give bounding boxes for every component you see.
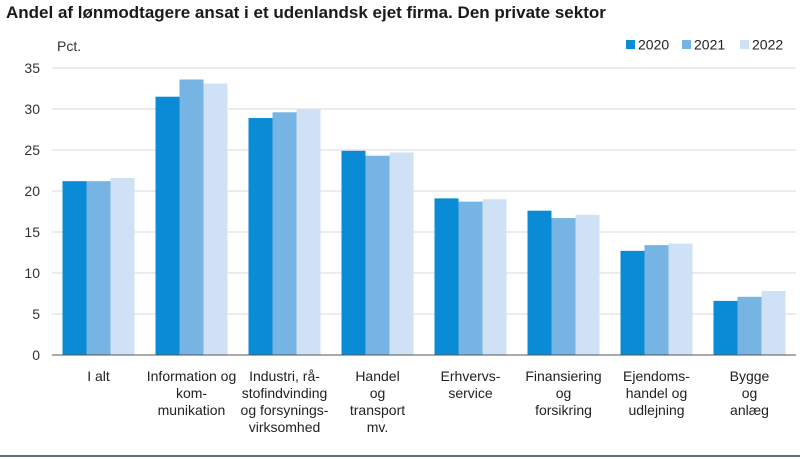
bar-2021 [365, 155, 390, 355]
y-axis-label: Pct. [57, 38, 81, 54]
y-tick-label: 0 [32, 347, 40, 363]
category-label: I alt [87, 368, 110, 384]
bar-2021 [272, 112, 297, 355]
bar-2021 [86, 181, 111, 355]
bar-2021 [458, 201, 483, 355]
bar-2022 [296, 109, 321, 355]
bar-2022 [389, 152, 414, 355]
chart-title: Andel af lønmodtagere ansat i et udenlan… [6, 3, 606, 22]
category-label: Industri, rå-stofindvinding og forsynings… [241, 368, 329, 435]
bar-2022 [203, 83, 228, 355]
legend-label-2022: 2022 [752, 37, 783, 53]
bottom-rule [0, 455, 800, 457]
y-tick-label: 15 [24, 224, 40, 240]
bar-2022 [482, 199, 507, 355]
y-tick-label: 30 [24, 101, 40, 117]
legend-swatch-2021 [682, 40, 691, 49]
y-tick-label: 10 [24, 265, 40, 281]
bar-2020 [713, 300, 738, 355]
y-tick-label: 35 [24, 60, 40, 76]
bar-2022 [668, 243, 693, 355]
legend: 2020 2021 2022 [626, 37, 783, 53]
y-tick-label: 20 [24, 183, 40, 199]
bar-2020 [341, 150, 366, 355]
category-label: Ejendoms-handel og udlejning [623, 368, 690, 418]
category-label: Finansiering og forsikring [525, 368, 601, 418]
category-labels: I alt Information og kom-munikationIndustr… [87, 368, 769, 435]
bar-2022 [575, 214, 600, 355]
y-tick-label: 5 [32, 306, 40, 322]
bar-2021 [551, 218, 576, 355]
legend-label-2021: 2021 [694, 37, 725, 53]
bar-2021 [737, 296, 762, 355]
category-label: Bygge og anlæg [730, 368, 770, 418]
bar-2021 [179, 79, 204, 355]
bar-2020 [248, 118, 273, 356]
y-tick-label: 25 [24, 142, 40, 158]
bar-2020 [620, 250, 645, 355]
legend-label-2020: 2020 [638, 37, 669, 53]
y-axis-ticks: 0 5 10 15 20 25 30 35 [24, 60, 40, 363]
category-label: Handel og transport mv. [350, 368, 405, 435]
bars [62, 79, 786, 356]
bar-2020 [527, 210, 552, 355]
bar-2020 [155, 96, 180, 355]
bar-2022 [761, 291, 786, 355]
category-label: Information og kom-munikation [147, 368, 237, 418]
bar-2020 [434, 198, 459, 355]
bar-2020 [62, 181, 87, 355]
bar-2022 [110, 177, 135, 355]
category-label: Erhvervs-service [441, 368, 501, 401]
legend-swatch-2022 [740, 40, 749, 49]
bar-2021 [644, 245, 669, 355]
legend-swatch-2020 [626, 40, 635, 49]
